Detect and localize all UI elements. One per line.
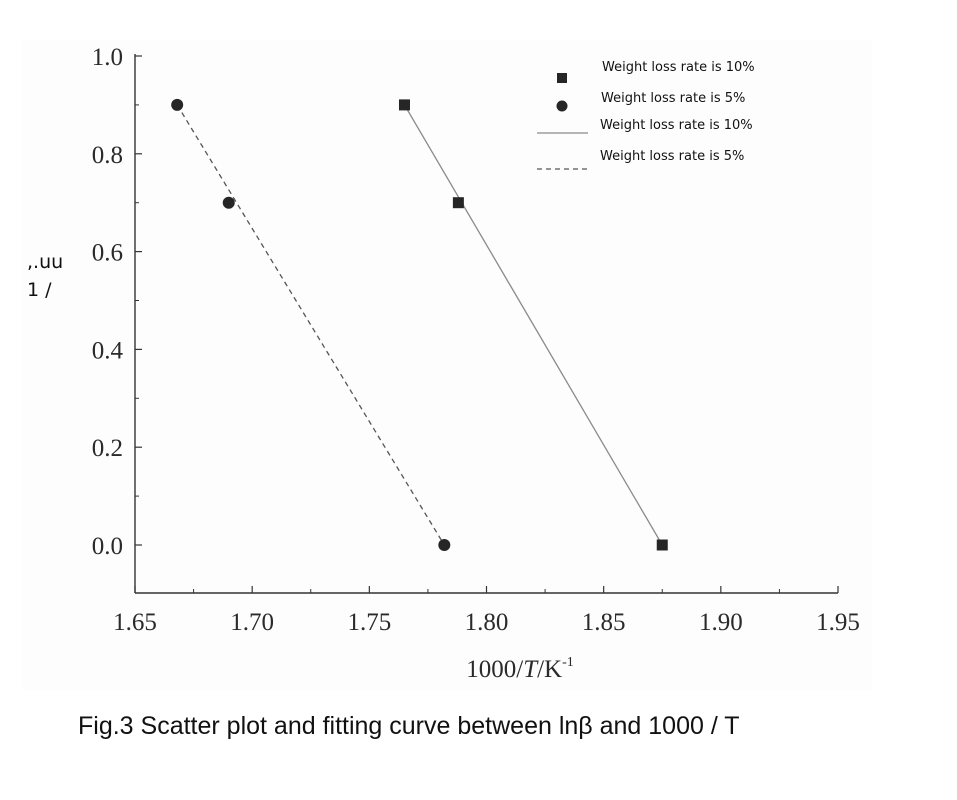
x-tick-label: 1.65 — [113, 609, 157, 636]
y-tick-label: 0.8 — [92, 142, 123, 169]
legend-label: Weight loss rate is 10% — [602, 60, 755, 75]
circle-point — [438, 539, 451, 551]
fit-line-solid — [403, 104, 663, 546]
y-axis-title-line-2: 1 / — [27, 279, 52, 301]
data-points — [171, 98, 668, 551]
x-tick-label: 1.95 — [816, 609, 860, 636]
x-tick-label: 1.90 — [699, 609, 743, 636]
fit-line-dashed — [176, 104, 445, 546]
x-tick-label: 1.70 — [230, 609, 274, 636]
plot-background — [22, 40, 872, 690]
legend-circle-marker — [556, 100, 568, 112]
legend: Weight loss rate is 10% Weight loss rate … — [537, 60, 755, 170]
y-ticks: 1.0 0.8 0.6 0.4 0.2 0.0 — [92, 44, 142, 560]
y-axis-title-line-1: ,.uu — [27, 251, 63, 273]
y-tick-label: 0.0 — [92, 533, 123, 560]
y-tick-label: 0.4 — [92, 337, 124, 364]
legend-square-marker — [557, 73, 567, 83]
y-tick-label: 0.2 — [92, 435, 123, 462]
circle-point — [222, 196, 235, 209]
legend-label: Weight loss rate is 5% — [601, 91, 745, 106]
square-point — [452, 197, 464, 209]
square-point — [656, 539, 668, 551]
figure-caption: Fig.3 Scatter plot and fitting curve bet… — [78, 712, 740, 740]
y-tick-label: 1.0 — [92, 44, 123, 71]
circle-point — [171, 98, 184, 111]
square-point — [398, 99, 410, 111]
x-ticks: 1.65 1.70 1.75 1.80 1.85 1.90 1.95 — [113, 586, 860, 636]
x-axis-title: 1000/T/K-1 — [466, 655, 574, 683]
legend-label: Weight loss rate is 5% — [600, 149, 744, 164]
x-tick-label: 1.80 — [465, 609, 509, 636]
x-tick-label: 1.85 — [582, 609, 626, 636]
x-tick-label: 1.75 — [347, 609, 391, 636]
legend-label: Weight loss rate is 10% — [600, 118, 753, 133]
y-tick-label: 0.6 — [92, 240, 123, 267]
fit-lines — [176, 104, 663, 546]
